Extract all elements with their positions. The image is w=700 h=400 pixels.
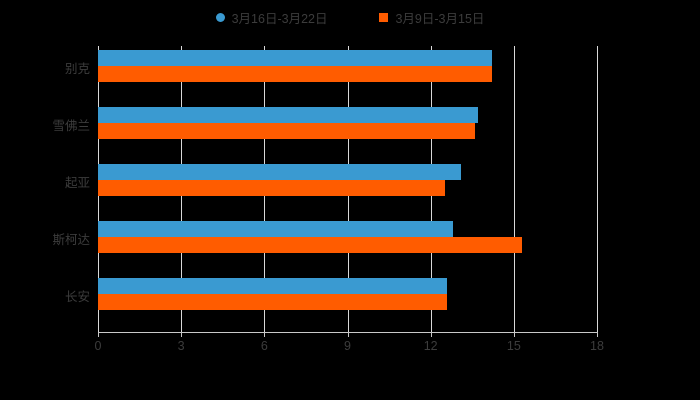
bar-别克-series-1[interactable] — [98, 65, 492, 82]
legend-label-series-0: 3月16日-3月22日 — [231, 12, 328, 26]
bar-别克-series-0[interactable] — [98, 49, 492, 66]
chart-legend: 3月16日-3月22日 3月9日-3月15日 — [0, 8, 700, 27]
x-tick-6 — [264, 332, 266, 337]
gridline-x-18 — [597, 46, 598, 332]
bar-起亚-series-0[interactable] — [98, 164, 462, 180]
x-axis-tick-label: 12 — [423, 339, 438, 353]
bar-雪佛兰-series-0[interactable] — [98, 106, 478, 123]
x-tick-12 — [430, 332, 432, 337]
y-axis-category-label: 长安 — [64, 290, 90, 305]
x-axis-tick-label: 0 — [94, 339, 102, 353]
circle-marker-icon — [215, 13, 225, 22]
x-axis-tick-label: 18 — [590, 339, 604, 353]
bar-斯柯达-series-0[interactable] — [98, 221, 453, 238]
x-tick-9 — [347, 332, 349, 337]
y-axis-category-label: 雪佛兰 — [52, 118, 90, 133]
gridline-x-15 — [513, 46, 515, 332]
x-tick-15 — [513, 332, 515, 337]
bar-雪佛兰-series-1[interactable] — [98, 122, 476, 139]
y-axis-category-label: 别克 — [64, 61, 90, 76]
bar-长安-series-1[interactable] — [98, 294, 448, 311]
bar-斯柯达-series-1[interactable] — [98, 237, 523, 254]
square-marker-icon — [379, 13, 389, 22]
legend-item-series-1[interactable]: 3月9日-3月15日 — [379, 8, 484, 27]
x-tick-18 — [597, 332, 598, 337]
x-axis-tick-label: 9 — [344, 339, 351, 353]
legend-label-series-1: 3月9日-3月15日 — [395, 12, 485, 26]
x-axis-tick-label: 3 — [177, 339, 185, 353]
bar-长安-series-0[interactable] — [98, 278, 448, 295]
plot-area — [98, 46, 598, 332]
bar-起亚-series-1[interactable] — [98, 180, 445, 196]
x-tick-0 — [98, 332, 99, 337]
y-axis-category-label: 斯柯达 — [52, 233, 90, 248]
x-axis-tick-label: 6 — [260, 339, 268, 353]
x-tick-3 — [181, 332, 183, 337]
x-axis-tick-label: 15 — [506, 339, 521, 353]
y-axis-labels: 别克雪佛兰起亚斯柯达长安 — [0, 46, 90, 332]
legend-item-series-0[interactable]: 3月16日-3月22日 — [215, 8, 328, 27]
y-axis-category-label: 起亚 — [64, 176, 90, 190]
